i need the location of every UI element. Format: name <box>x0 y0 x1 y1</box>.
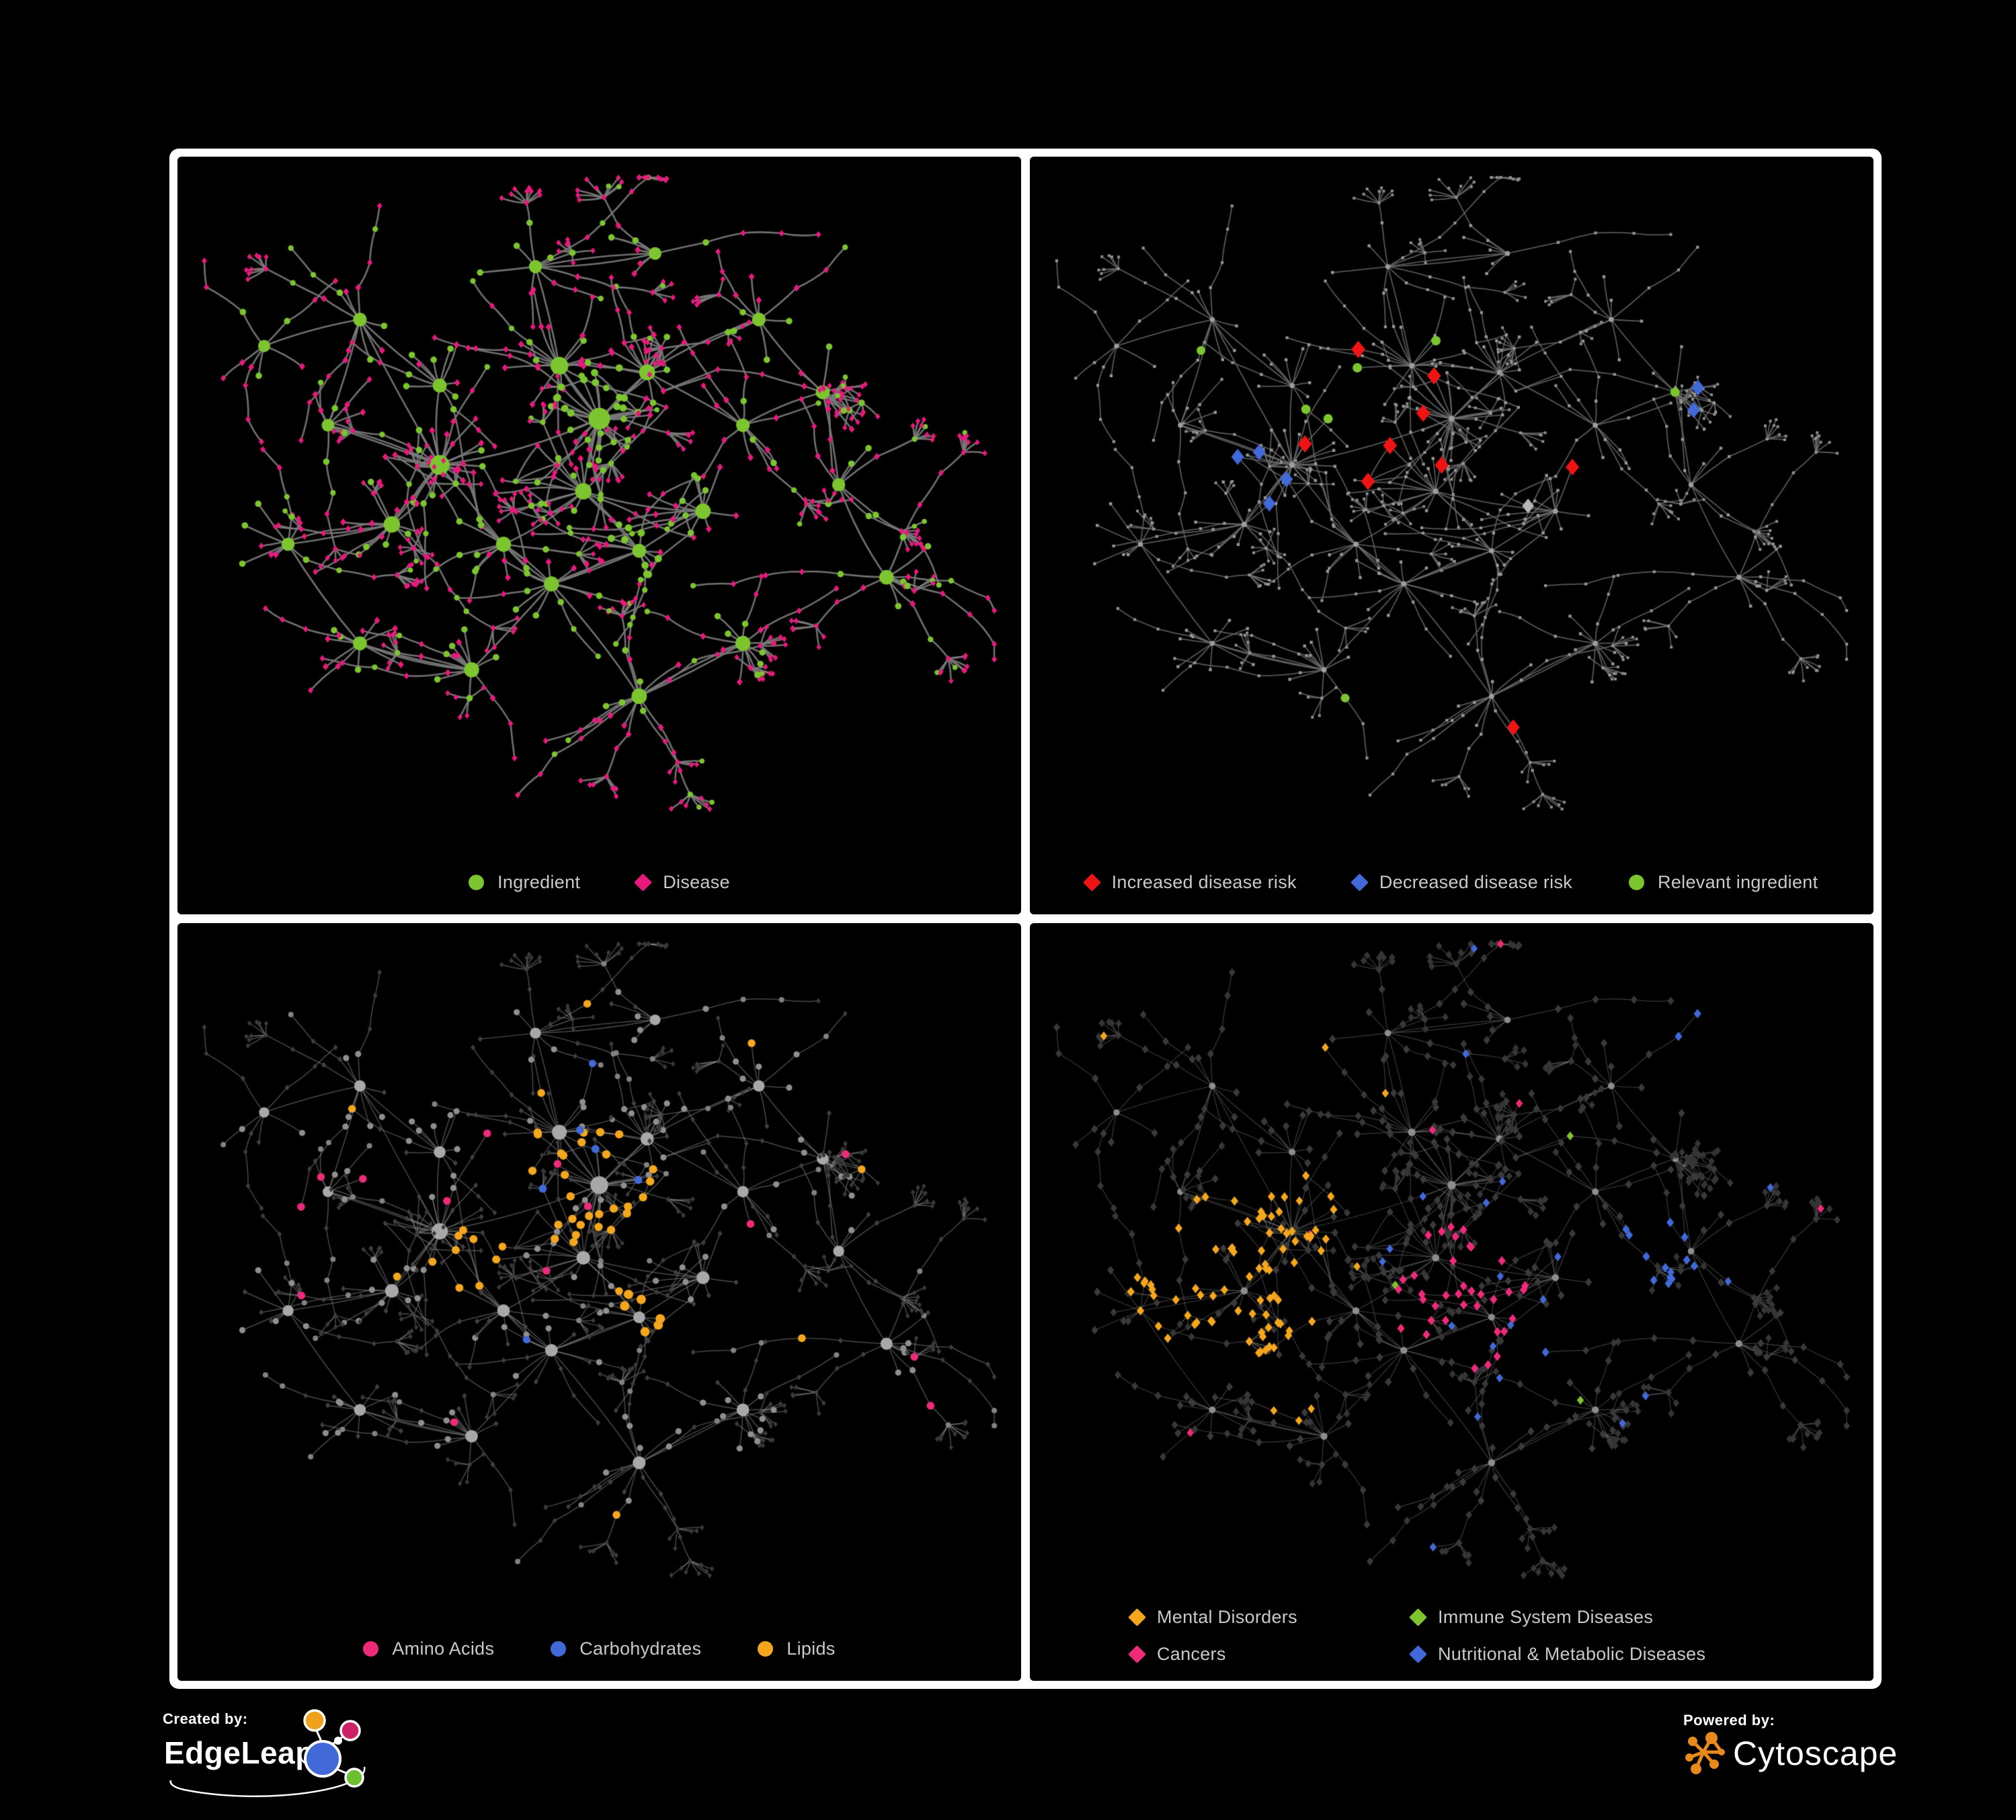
cytoscape-wordmark: Cytoscape <box>1733 1735 1898 1772</box>
legend-nutrient-classes: Amino Acids Carbohydrates Lipids <box>177 1638 1021 1659</box>
metabolic-diseases-diamond-icon <box>1409 1645 1427 1663</box>
legend-label-decreased-risk: Decreased disease risk <box>1379 872 1573 892</box>
network-canvas-disease-risk <box>1030 157 1873 914</box>
edgeleap-wordmark: EdgeLeap <box>164 1735 315 1770</box>
panel-disease-classes: Mental Disorders Immune System Diseases … <box>1030 923 1873 1681</box>
legend-item-carbohydrates: Carbohydrates <box>551 1638 701 1659</box>
legend-label-metabolic-diseases: Nutritional & Metabolic Diseases <box>1438 1644 1706 1664</box>
ingredient-circle-icon <box>469 875 485 890</box>
legend-item-amino-acids: Amino Acids <box>363 1638 494 1659</box>
legend-label-lipids: Lipids <box>787 1638 836 1659</box>
legend-ingredient-disease: Ingredient Disease <box>177 872 1021 893</box>
legend-item-increased-risk: Increased disease risk <box>1082 872 1297 893</box>
legend-label-cancers: Cancers <box>1157 1644 1226 1664</box>
panel-ingredient-disease: Ingredient Disease <box>177 157 1021 914</box>
legend-item-lipids: Lipids <box>758 1638 835 1659</box>
legend-item-metabolic-diseases: Nutritional & Metabolic Diseases <box>1409 1644 1706 1665</box>
created-by-label: Created by: <box>163 1710 248 1727</box>
panel-nutrient-classes: Amino Acids Carbohydrates Lipids <box>177 923 1021 1681</box>
increased-risk-diamond-icon <box>1082 873 1101 892</box>
lipids-circle-icon <box>758 1641 774 1657</box>
immune-diseases-diamond-icon <box>1409 1608 1427 1626</box>
legend-item-immune-diseases: Immune System Diseases <box>1409 1607 1705 1628</box>
legend-item-relevant-ingredient: Relevant ingredient <box>1629 872 1818 893</box>
cytoscape-row: Cytoscape <box>1683 1732 1898 1775</box>
cytoscape-branding: Powered by: <box>1683 1712 1898 1775</box>
legend-item-disease: Disease <box>634 872 730 893</box>
legend-label-relevant-ingredient: Relevant ingredient <box>1658 872 1818 892</box>
legend-label-ingredient: Ingredient <box>497 872 581 892</box>
network-canvas-nutrient-classes <box>177 923 1021 1681</box>
network-canvas-disease-classes <box>1030 923 1873 1681</box>
legend-label-immune-diseases: Immune System Diseases <box>1438 1607 1654 1627</box>
edgeleap-logo-icon <box>169 1709 366 1797</box>
legend-item-cancers: Cancers <box>1128 1644 1412 1665</box>
panels-frame: Ingredient Disease Increased disease ris… <box>169 149 1882 1689</box>
legend-label-amino-acids: Amino Acids <box>392 1638 495 1659</box>
cancers-diamond-icon <box>1128 1645 1146 1663</box>
legend-disease-classes: Mental Disorders Immune System Diseases … <box>1128 1607 1706 1665</box>
legend-item-mental-disorders: Mental Disorders <box>1128 1607 1412 1628</box>
decreased-risk-diamond-icon <box>1350 873 1369 892</box>
carbohydrates-circle-icon <box>551 1641 567 1657</box>
legend-label-disease: Disease <box>663 872 730 892</box>
relevant-ingredient-circle-icon <box>1629 875 1645 890</box>
legend-label-increased-risk: Increased disease risk <box>1111 872 1297 892</box>
legend-item-ingredient: Ingredient <box>469 872 580 893</box>
legend-label-carbohydrates: Carbohydrates <box>579 1638 702 1659</box>
legend-item-decreased-risk: Decreased disease risk <box>1350 872 1573 893</box>
legend-disease-risk: Increased disease risk Decreased disease… <box>1030 872 1873 893</box>
network-canvas-ingredient-disease <box>177 157 1021 914</box>
mental-disorders-diamond-icon <box>1128 1608 1146 1626</box>
edgeleap-branding: Created by: EdgeLeap <box>163 1709 539 1811</box>
disease-diamond-icon <box>634 873 653 892</box>
panel-disease-risk: Increased disease risk Decreased disease… <box>1030 157 1873 914</box>
powered-by-label: Powered by: <box>1683 1712 1775 1729</box>
amino-acids-circle-icon <box>363 1641 379 1657</box>
cytoscape-logo-icon <box>1685 1732 1725 1774</box>
legend-label-mental-disorders: Mental Disorders <box>1157 1607 1297 1627</box>
